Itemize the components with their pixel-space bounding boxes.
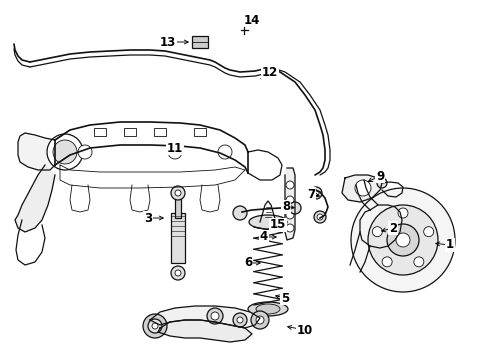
- Text: 3: 3: [144, 211, 152, 225]
- FancyBboxPatch shape: [175, 198, 181, 218]
- Circle shape: [53, 140, 77, 164]
- Polygon shape: [150, 306, 260, 328]
- Ellipse shape: [248, 302, 288, 316]
- Circle shape: [317, 214, 323, 220]
- Circle shape: [377, 178, 387, 188]
- Circle shape: [171, 266, 185, 280]
- Circle shape: [313, 190, 319, 196]
- Text: 6: 6: [244, 256, 252, 270]
- Circle shape: [211, 312, 219, 320]
- Circle shape: [207, 308, 223, 324]
- Circle shape: [175, 270, 181, 276]
- Polygon shape: [158, 320, 252, 342]
- Ellipse shape: [256, 304, 280, 314]
- Circle shape: [424, 227, 434, 237]
- Circle shape: [351, 188, 455, 292]
- Text: 9: 9: [376, 170, 384, 183]
- Circle shape: [233, 206, 247, 220]
- Text: 11: 11: [167, 141, 183, 154]
- Text: 4: 4: [260, 230, 268, 243]
- Circle shape: [286, 211, 294, 219]
- Circle shape: [310, 187, 322, 199]
- Text: 12: 12: [262, 66, 278, 78]
- FancyBboxPatch shape: [94, 128, 106, 136]
- Polygon shape: [342, 175, 382, 202]
- Circle shape: [78, 145, 92, 159]
- Circle shape: [237, 317, 243, 323]
- Circle shape: [355, 180, 371, 196]
- Circle shape: [148, 319, 162, 333]
- Polygon shape: [15, 165, 55, 232]
- Circle shape: [372, 227, 382, 237]
- Circle shape: [171, 186, 185, 200]
- Text: 5: 5: [281, 292, 289, 305]
- Text: 13: 13: [160, 36, 176, 49]
- Circle shape: [175, 190, 181, 196]
- FancyBboxPatch shape: [192, 36, 208, 48]
- Polygon shape: [285, 168, 295, 240]
- Circle shape: [152, 323, 158, 329]
- Polygon shape: [18, 133, 55, 170]
- FancyBboxPatch shape: [124, 128, 136, 136]
- FancyBboxPatch shape: [154, 128, 166, 136]
- Circle shape: [286, 224, 294, 232]
- Text: 10: 10: [297, 324, 313, 337]
- Circle shape: [398, 208, 408, 218]
- Circle shape: [314, 211, 326, 223]
- Circle shape: [218, 145, 232, 159]
- Circle shape: [382, 257, 392, 267]
- Circle shape: [368, 205, 438, 275]
- Circle shape: [286, 181, 294, 189]
- Polygon shape: [360, 205, 402, 248]
- Circle shape: [414, 257, 424, 267]
- Ellipse shape: [249, 215, 287, 229]
- FancyBboxPatch shape: [171, 213, 185, 263]
- Circle shape: [168, 145, 182, 159]
- Circle shape: [387, 224, 419, 256]
- Text: 1: 1: [446, 238, 454, 252]
- Text: 7: 7: [307, 188, 315, 201]
- Text: 15: 15: [270, 219, 286, 231]
- Circle shape: [289, 202, 301, 214]
- Circle shape: [143, 314, 167, 338]
- Circle shape: [47, 134, 83, 170]
- Text: 14: 14: [244, 13, 260, 27]
- Circle shape: [233, 313, 247, 327]
- Circle shape: [373, 217, 393, 237]
- FancyBboxPatch shape: [194, 128, 206, 136]
- Text: 2: 2: [389, 221, 397, 234]
- Text: 8: 8: [282, 201, 290, 213]
- Circle shape: [256, 316, 264, 324]
- Circle shape: [286, 196, 294, 204]
- Circle shape: [251, 311, 269, 329]
- Circle shape: [396, 233, 410, 247]
